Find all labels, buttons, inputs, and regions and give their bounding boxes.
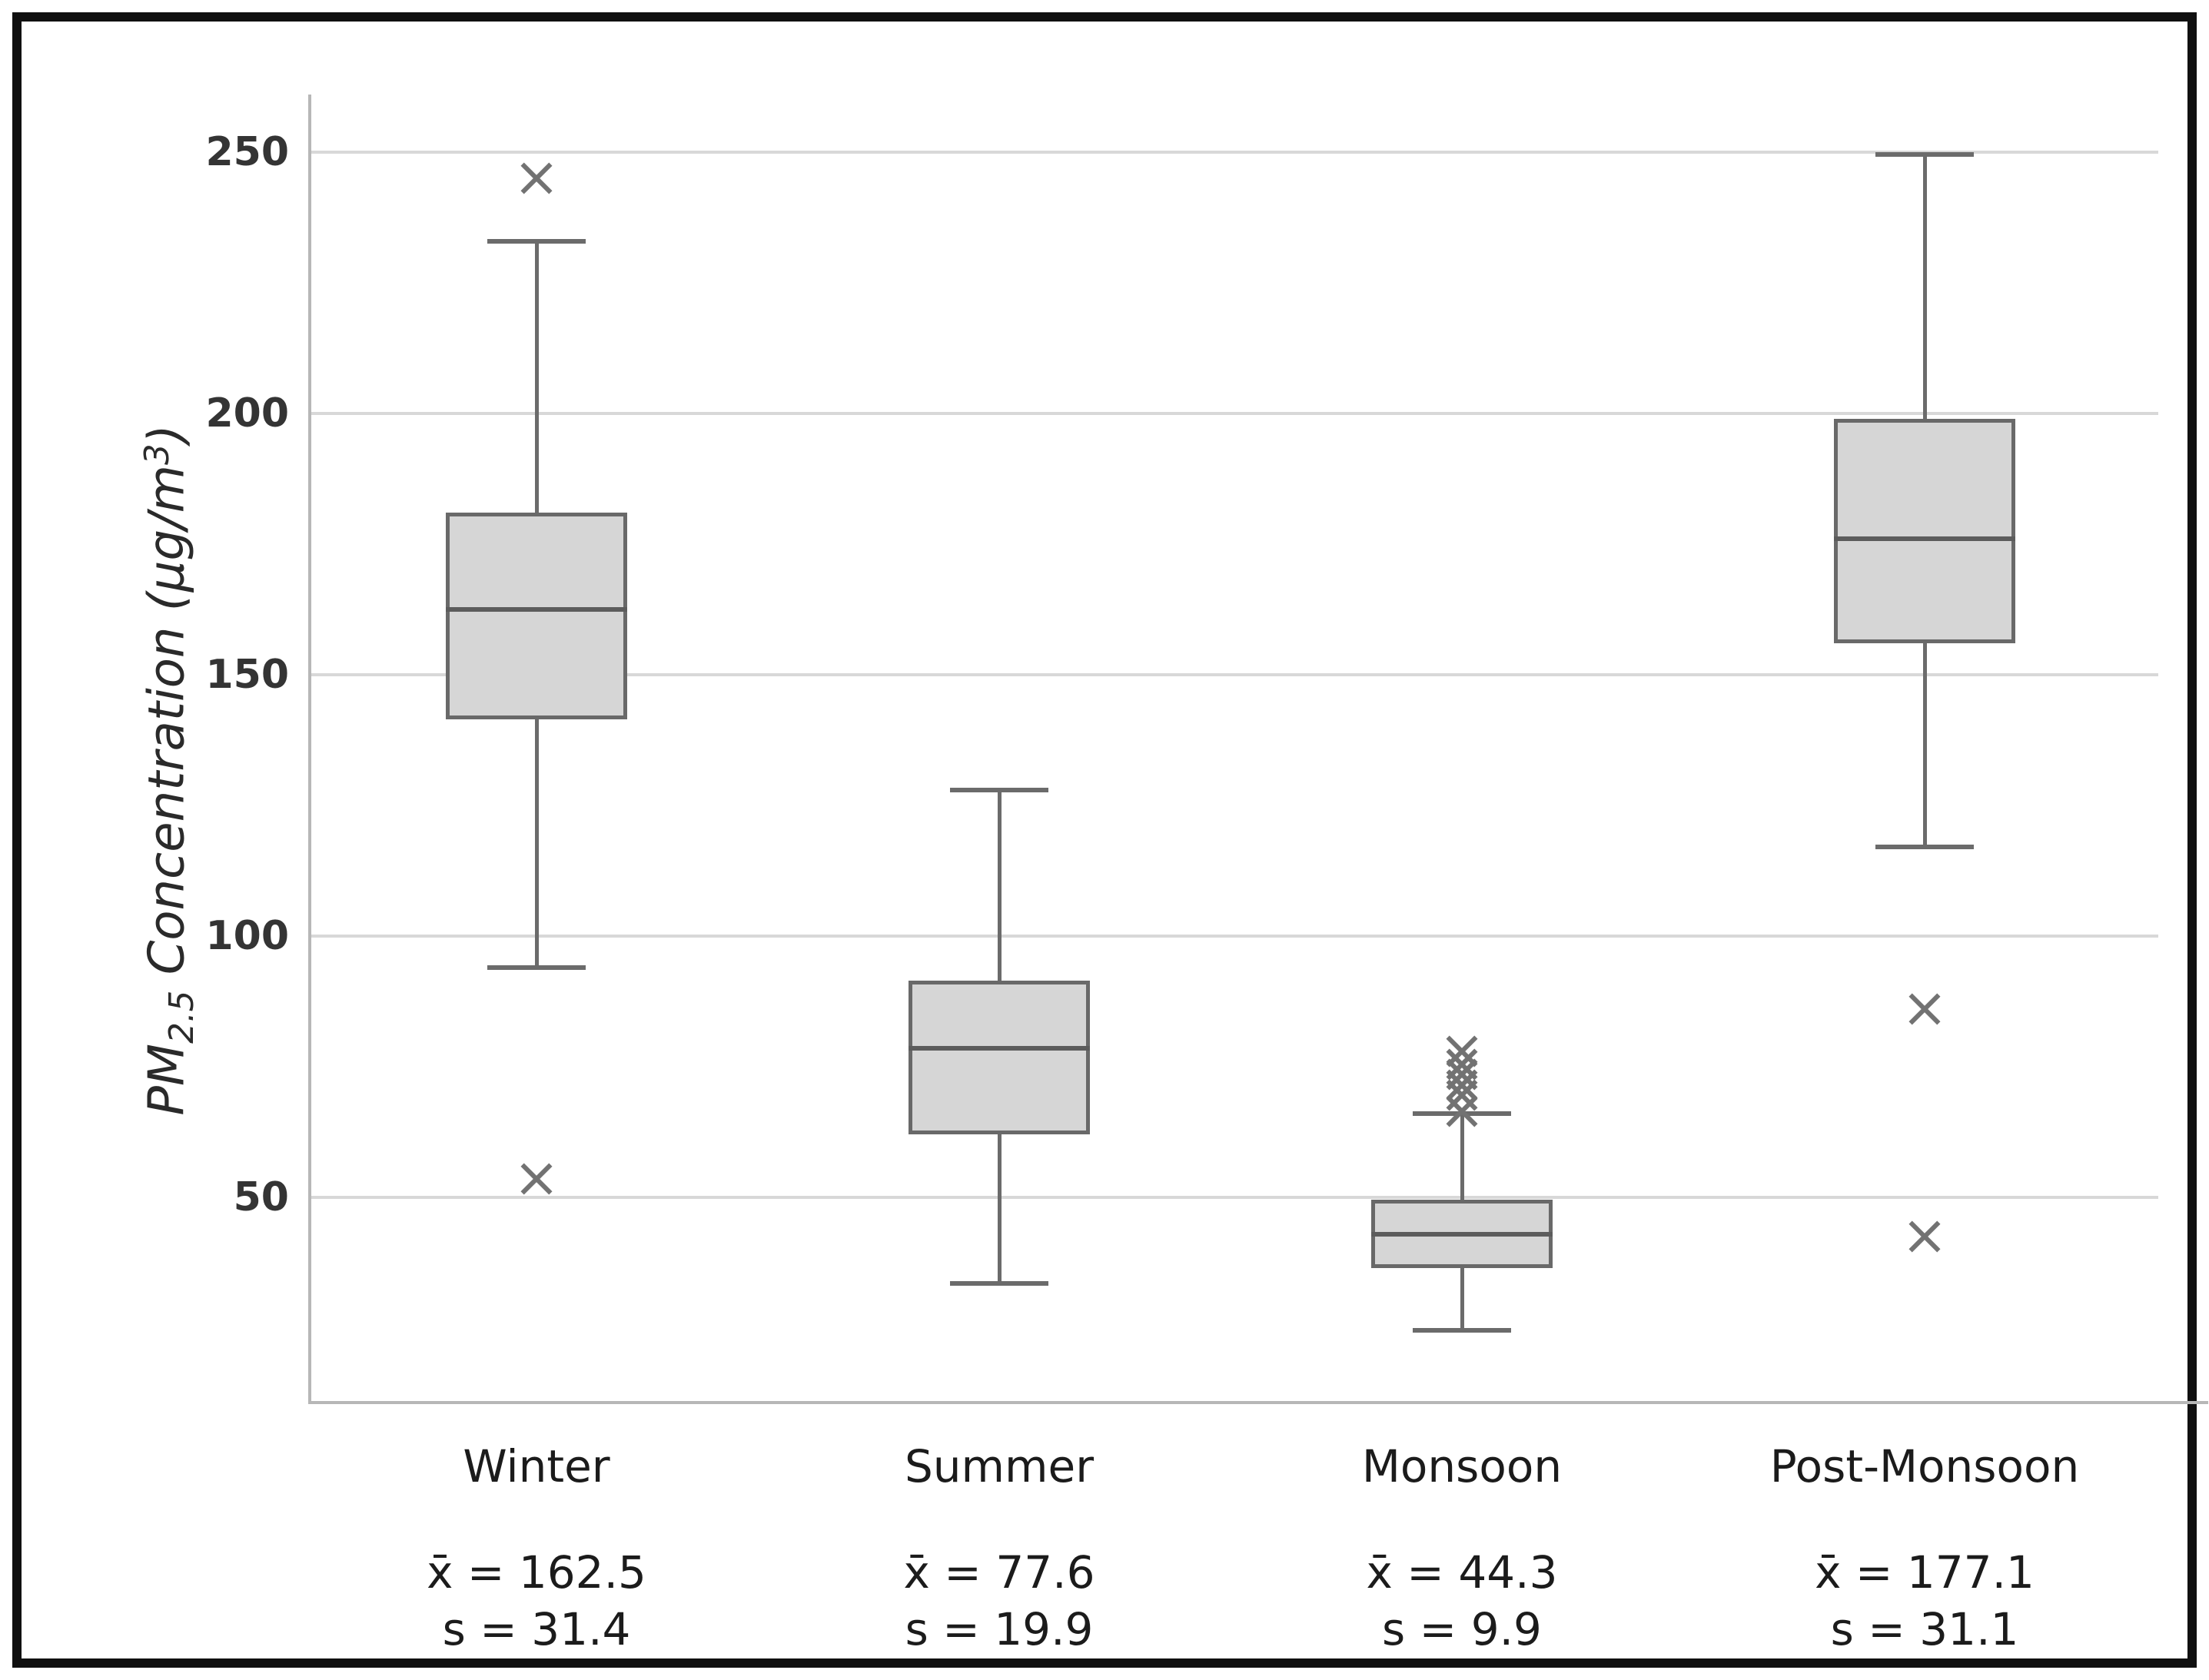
gridline-150 — [308, 673, 2158, 676]
winter-median-line — [446, 607, 627, 612]
post-monsoon-upper-whisker-cap — [1875, 152, 1974, 158]
x-axis-spine — [308, 1401, 2208, 1404]
monsoon-lower-whisker-cap — [1413, 1328, 1511, 1333]
monsoon-lower-whisker — [1460, 1267, 1464, 1331]
category-label-monsoon: Monsoon — [1361, 1440, 1563, 1492]
winter-lower-whisker — [535, 719, 539, 968]
sd-label-post-monsoon: s = 31.1 — [1830, 1603, 2019, 1655]
y-title-prefix: PM — [138, 1043, 196, 1116]
y-tick-label-100: 100 — [205, 913, 289, 959]
y-title-subscript: 2.5 — [162, 990, 201, 1044]
summer-median-line — [909, 1046, 1090, 1051]
mean-label-post-monsoon: x̄ = 177.1 — [1815, 1546, 2035, 1599]
gridline-250 — [308, 151, 2158, 154]
figure-border: PM2.5 Concentration (μg/m3) 250 200 150 100… — [12, 12, 2208, 1668]
post-monsoon-lower-whisker — [1923, 643, 1927, 848]
y-tick-label-250: 250 — [205, 129, 289, 175]
category-label-winter: Winter — [463, 1440, 610, 1492]
y-tick-label-150: 150 — [205, 652, 289, 698]
y-tick-label-50: 50 — [233, 1174, 289, 1220]
sd-label-monsoon: s = 9.9 — [1382, 1603, 1542, 1655]
sd-label-winter: s = 31.4 — [442, 1603, 631, 1655]
winter-box — [446, 513, 627, 719]
y-axis-spine — [308, 95, 311, 1401]
post-monsoon-outlier-x-icon — [1903, 1215, 1946, 1258]
winter-upper-whisker — [535, 241, 539, 513]
mean-label-monsoon: x̄ = 44.3 — [1366, 1546, 1558, 1599]
winter-upper-whisker-cap — [487, 238, 586, 244]
monsoon-upper-whisker — [1460, 1114, 1464, 1200]
post-monsoon-outlier-x-icon — [1903, 988, 1946, 1031]
gridline-50 — [308, 1196, 2158, 1199]
post-monsoon-box — [1834, 418, 2015, 644]
category-label-post-monsoon: Post-Monsoon — [1769, 1440, 2080, 1492]
y-title-mid: Concentration (μg/m — [138, 464, 196, 991]
summer-upper-whisker-cap — [950, 787, 1048, 792]
winter-outlier-x-icon — [515, 157, 558, 200]
summer-lower-whisker — [998, 1134, 1002, 1284]
monsoon-outlier-x-icon — [1440, 1090, 1483, 1133]
mean-label-summer: x̄ = 77.6 — [903, 1546, 1095, 1599]
gridline-200 — [308, 412, 2158, 415]
post-monsoon-upper-whisker — [1923, 154, 1927, 419]
gridline-100 — [308, 935, 2158, 938]
y-tick-label-200: 200 — [205, 390, 289, 437]
y-title-superscript: 3 — [138, 443, 177, 465]
monsoon-median-line — [1371, 1231, 1553, 1237]
sd-label-summer: s = 19.9 — [905, 1603, 1094, 1655]
plot-area: PM2.5 Concentration (μg/m3) 250 200 150 100… — [22, 22, 2208, 1658]
summer-box — [909, 980, 1090, 1135]
mean-label-winter: x̄ = 162.5 — [427, 1546, 646, 1599]
post-monsoon-lower-whisker-cap — [1875, 845, 1974, 850]
category-label-summer: Summer — [904, 1440, 1095, 1492]
post-monsoon-median-line — [1834, 536, 2015, 542]
winter-lower-whisker-cap — [487, 965, 586, 970]
summer-upper-whisker — [998, 789, 1002, 981]
winter-outlier-x-icon — [515, 1157, 558, 1200]
summer-lower-whisker-cap — [950, 1281, 1048, 1287]
